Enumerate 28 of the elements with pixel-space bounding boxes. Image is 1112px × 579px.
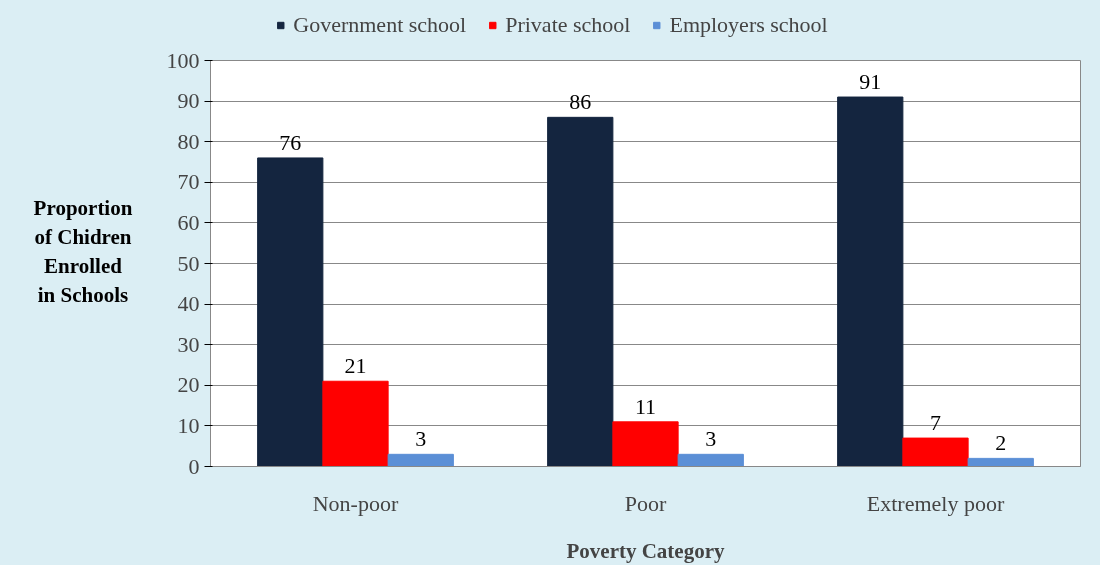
data-label: 91 <box>859 69 882 95</box>
data-label: 11 <box>634 393 657 419</box>
y-axis-title: Proportion of Chidren Enrolled in Schools <box>33 196 133 307</box>
y-tick-label: 60 <box>177 209 200 235</box>
legend-label: Employers school <box>669 12 828 38</box>
data-label: 3 <box>705 426 717 452</box>
y-tick-label: 40 <box>177 291 200 317</box>
y-tick-label: 30 <box>177 331 200 357</box>
y-tick-label: 100 <box>166 47 200 73</box>
y-tick-label: 80 <box>177 128 200 154</box>
y-tick-label: 90 <box>177 88 200 114</box>
legend-label: Government school <box>293 12 467 38</box>
data-label: 86 <box>569 89 592 115</box>
data-label: 21 <box>344 353 367 379</box>
data-label: 2 <box>995 430 1007 456</box>
y-tick-label: 70 <box>177 169 200 195</box>
x-tick-label: Non-poor <box>312 490 399 516</box>
data-label: 7 <box>930 410 941 436</box>
y-tick-label: 20 <box>177 372 200 398</box>
y-tick-label: 50 <box>177 250 200 276</box>
data-label: 3 <box>415 426 427 452</box>
x-tick-label: Poor <box>624 490 667 516</box>
y-tick-label: 0 <box>188 453 200 479</box>
legend-label: Private school <box>505 12 631 38</box>
y-tick-label: 10 <box>177 412 200 438</box>
x-tick-label: Extremely poor <box>866 490 1005 516</box>
x-axis-title: Poverty Category <box>566 538 726 563</box>
data-label: 76 <box>279 129 302 155</box>
